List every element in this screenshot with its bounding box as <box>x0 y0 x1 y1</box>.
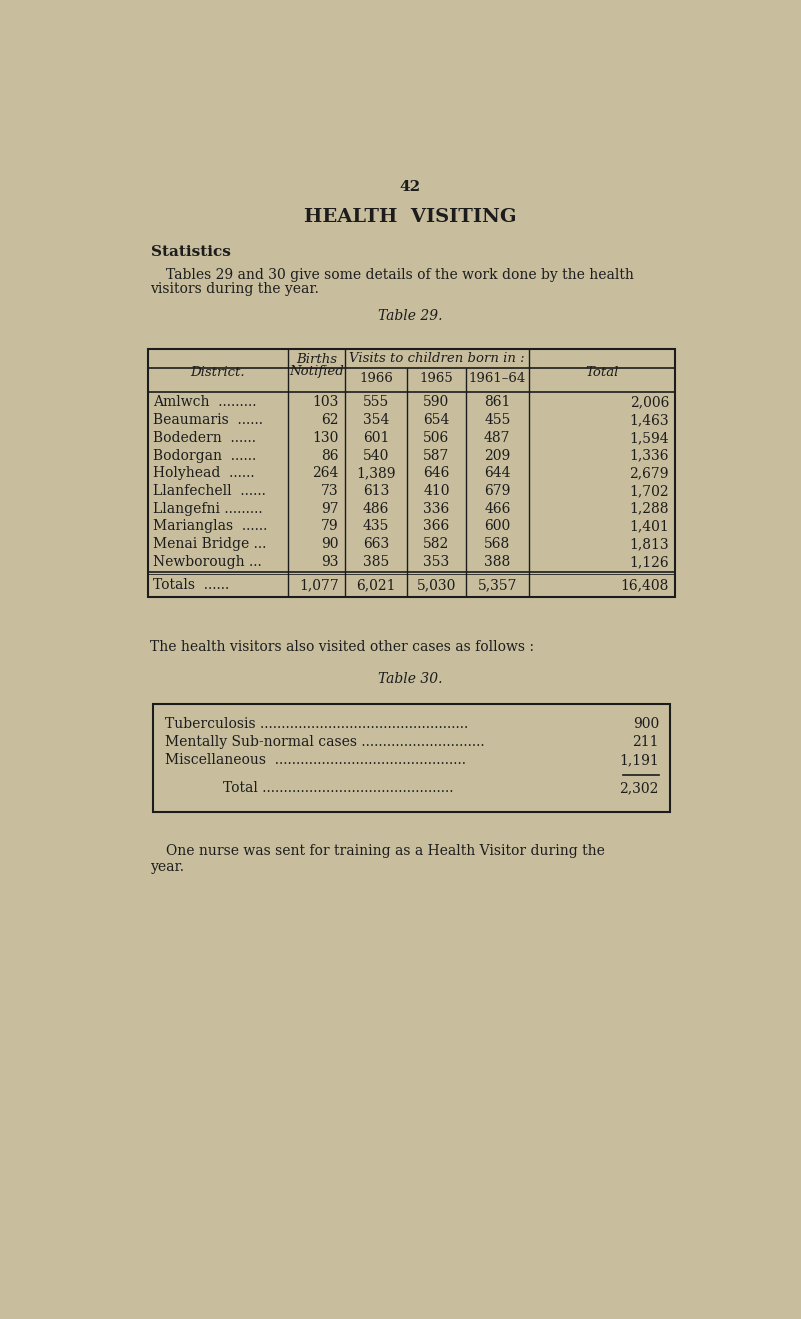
Text: Llanfechell  ......: Llanfechell ...... <box>153 484 266 499</box>
Text: Newborough ...: Newborough ... <box>153 555 262 568</box>
Text: Marianglas  ......: Marianglas ...... <box>153 520 268 533</box>
Text: 5,030: 5,030 <box>417 578 456 592</box>
Text: 506: 506 <box>424 431 449 445</box>
Text: 16,408: 16,408 <box>621 578 669 592</box>
Text: 90: 90 <box>321 537 339 551</box>
Text: One nurse was sent for training as a Health Visitor during the: One nurse was sent for training as a Hea… <box>166 844 605 859</box>
Text: Totals  ......: Totals ...... <box>153 578 229 592</box>
Text: 2,302: 2,302 <box>619 781 659 795</box>
Text: Statistics: Statistics <box>151 244 231 259</box>
Text: 410: 410 <box>423 484 449 499</box>
Text: 354: 354 <box>363 413 389 427</box>
Text: Holyhead  ......: Holyhead ...... <box>153 467 255 480</box>
Text: 211: 211 <box>633 735 659 749</box>
Text: 1,702: 1,702 <box>630 484 669 499</box>
Text: Births: Births <box>296 353 337 367</box>
Text: 73: 73 <box>321 484 339 499</box>
Text: Amlwch  .........: Amlwch ......... <box>153 396 256 409</box>
Text: Table 29.: Table 29. <box>378 309 442 323</box>
Text: 2,679: 2,679 <box>630 467 669 480</box>
Text: 1,401: 1,401 <box>630 520 669 533</box>
Text: 663: 663 <box>363 537 389 551</box>
Text: 601: 601 <box>363 431 389 445</box>
Text: 264: 264 <box>312 467 339 480</box>
Text: 62: 62 <box>321 413 339 427</box>
Text: 93: 93 <box>321 555 339 568</box>
Text: Miscellaneous  .............................................: Miscellaneous ..........................… <box>165 753 466 768</box>
Text: 1966: 1966 <box>359 372 393 385</box>
Text: 5,357: 5,357 <box>477 578 517 592</box>
Text: 1,594: 1,594 <box>630 431 669 445</box>
Text: Total: Total <box>586 367 618 379</box>
Text: 487: 487 <box>484 431 510 445</box>
Text: year.: year. <box>151 860 184 873</box>
Text: 1,191: 1,191 <box>619 753 659 768</box>
Text: HEALTH  VISITING: HEALTH VISITING <box>304 208 517 227</box>
Text: 97: 97 <box>321 501 339 516</box>
Text: 455: 455 <box>484 413 510 427</box>
Text: 1,813: 1,813 <box>630 537 669 551</box>
Text: 555: 555 <box>363 396 389 409</box>
Text: Table 30.: Table 30. <box>378 671 442 686</box>
Text: 209: 209 <box>484 448 510 463</box>
Bar <box>153 704 670 813</box>
Text: 590: 590 <box>424 396 449 409</box>
Text: Total .............................................: Total ..................................… <box>223 781 453 795</box>
Text: 336: 336 <box>424 501 449 516</box>
Text: 540: 540 <box>363 448 389 463</box>
Text: 1,288: 1,288 <box>630 501 669 516</box>
Text: 646: 646 <box>423 467 449 480</box>
Text: 600: 600 <box>484 520 510 533</box>
Text: 86: 86 <box>321 448 339 463</box>
Text: Notified: Notified <box>289 364 344 377</box>
Text: 644: 644 <box>484 467 510 480</box>
Text: 582: 582 <box>424 537 449 551</box>
Text: 1,077: 1,077 <box>299 578 339 592</box>
Text: 466: 466 <box>484 501 510 516</box>
Text: 435: 435 <box>363 520 389 533</box>
Text: Tables 29 and 30 give some details of the work done by the health: Tables 29 and 30 give some details of th… <box>166 268 634 282</box>
Text: 1,336: 1,336 <box>630 448 669 463</box>
Text: 613: 613 <box>363 484 389 499</box>
Text: 654: 654 <box>423 413 449 427</box>
Text: Beaumaris  ......: Beaumaris ...... <box>153 413 263 427</box>
Text: 385: 385 <box>363 555 389 568</box>
Text: 1,463: 1,463 <box>630 413 669 427</box>
Bar <box>148 350 675 598</box>
Text: 1,126: 1,126 <box>630 555 669 568</box>
Text: Visits to children born in :: Visits to children born in : <box>349 352 525 365</box>
Text: 353: 353 <box>424 555 449 568</box>
Text: Mentally Sub-normal cases .............................: Mentally Sub-normal cases ..............… <box>165 735 485 749</box>
Text: 388: 388 <box>484 555 510 568</box>
Text: Bodedern  ......: Bodedern ...... <box>153 431 256 445</box>
Text: 568: 568 <box>484 537 510 551</box>
Text: Llangefni .........: Llangefni ......... <box>153 501 263 516</box>
Text: 486: 486 <box>363 501 389 516</box>
Text: 366: 366 <box>424 520 449 533</box>
Text: 6,021: 6,021 <box>356 578 396 592</box>
Text: 900: 900 <box>633 716 659 731</box>
Text: 2,006: 2,006 <box>630 396 669 409</box>
Text: 130: 130 <box>312 431 339 445</box>
Text: 79: 79 <box>321 520 339 533</box>
Text: 861: 861 <box>484 396 510 409</box>
Text: 679: 679 <box>484 484 510 499</box>
Text: The health visitors also visited other cases as follows :: The health visitors also visited other c… <box>151 640 534 653</box>
Text: 587: 587 <box>423 448 449 463</box>
Text: 1961–64: 1961–64 <box>469 372 526 385</box>
Text: visitors during the year.: visitors during the year. <box>151 282 320 297</box>
Text: District.: District. <box>191 367 245 379</box>
Text: Bodorgan  ......: Bodorgan ...... <box>153 448 256 463</box>
Text: Menai Bridge ...: Menai Bridge ... <box>153 537 266 551</box>
Text: 42: 42 <box>400 179 421 194</box>
Text: 1965: 1965 <box>420 372 453 385</box>
Text: Tuberculosis .................................................: Tuberculosis ...........................… <box>165 716 469 731</box>
Text: 103: 103 <box>312 396 339 409</box>
Text: 1,389: 1,389 <box>356 467 396 480</box>
